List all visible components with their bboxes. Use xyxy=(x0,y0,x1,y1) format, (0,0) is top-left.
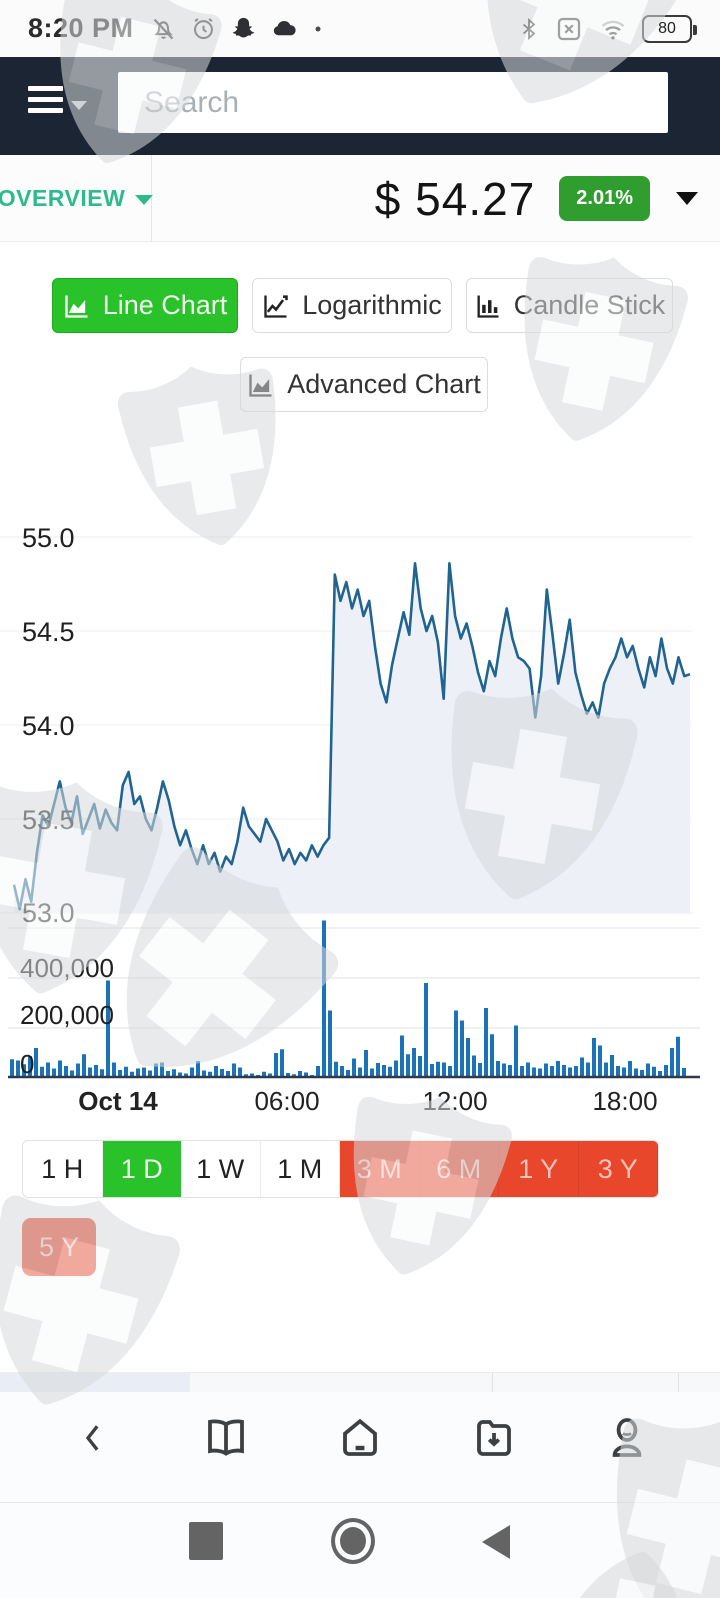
profile-icon xyxy=(612,1418,642,1457)
back-chevron-icon xyxy=(85,1425,99,1451)
range-button-6m[interactable]: 6 M xyxy=(419,1141,499,1197)
home-icon xyxy=(343,1418,377,1456)
volume-tick: 0 xyxy=(20,1049,35,1079)
snapchat-icon xyxy=(230,15,257,42)
advanced-chart-button[interactable]: Advanced Chart xyxy=(240,357,488,412)
status-bar: 8:20 PM xyxy=(0,0,720,57)
download-folder-icon xyxy=(476,1420,511,1456)
price-tick: 55.0 xyxy=(22,523,75,553)
overview-dropdown[interactable]: OVERVIEW xyxy=(0,155,154,242)
range-button-3m[interactable]: 3 M xyxy=(340,1141,420,1197)
price-tick: 54.5 xyxy=(22,617,75,647)
range-button-1d[interactable]: 1 D xyxy=(102,1141,181,1197)
line-chart-label: Line Chart xyxy=(102,290,228,320)
volume-bar-chart[interactable] xyxy=(0,918,720,1080)
logarithmic-label: Logarithmic xyxy=(302,290,442,320)
overview-row: OVERVIEW $ 54.27 2.01% xyxy=(0,155,720,242)
divider xyxy=(0,1502,720,1503)
range-button-group: 1 H 1 D 1 W 1 M 3 M 6 M 1 Y 3 Y xyxy=(22,1140,659,1198)
line-chart-button[interactable]: Line Chart xyxy=(52,278,238,333)
recents-square-icon[interactable] xyxy=(189,1522,223,1560)
x-axis-tick: 12:00 xyxy=(422,1086,488,1116)
watermark-shield-plus-icon xyxy=(480,229,708,474)
profile-button[interactable] xyxy=(597,1408,657,1468)
x-axis-tick: 18:00 xyxy=(592,1086,658,1116)
hamburger-menu-icon[interactable] xyxy=(28,86,88,126)
battery-icon: 80 xyxy=(642,14,697,43)
bell-muted-icon xyxy=(150,15,177,42)
price-tick: 54.0 xyxy=(22,711,75,741)
x-axis-tick-date: Oct 14 xyxy=(78,1086,158,1116)
home-button[interactable] xyxy=(330,1408,390,1468)
alarm-clock-icon xyxy=(190,15,217,42)
bluetooth-icon xyxy=(517,15,541,43)
back-triangle-icon[interactable] xyxy=(482,1525,510,1559)
range-button-1h[interactable]: 1 H xyxy=(23,1141,103,1197)
page-bottom-strip xyxy=(0,1372,720,1393)
area-chart-icon xyxy=(249,374,272,397)
volume-tick: 200,000 xyxy=(20,1000,114,1030)
menu-caret-icon xyxy=(71,101,87,110)
price-line-chart[interactable] xyxy=(0,450,720,918)
dot-icon xyxy=(313,24,323,34)
price-caret-icon[interactable] xyxy=(676,192,698,205)
battery-level-text: 80 xyxy=(658,19,676,37)
logarithmic-button[interactable]: Logarithmic xyxy=(252,278,452,333)
volume-tick: 400,000 xyxy=(20,953,114,983)
wifi-icon xyxy=(597,15,629,43)
book-icon xyxy=(208,1419,245,1456)
change-badge: 2.01% xyxy=(559,176,650,221)
range-button-1y[interactable]: 1 Y xyxy=(499,1141,579,1197)
cloud-icon xyxy=(270,15,300,42)
trend-line-icon xyxy=(264,294,289,318)
column-chart-icon xyxy=(477,295,499,318)
android-nav-bar xyxy=(0,1503,720,1598)
price-tick: 53.5 xyxy=(22,805,75,835)
range-button-5y[interactable]: 5 Y xyxy=(22,1218,96,1276)
search-input[interactable] xyxy=(118,72,668,133)
app-bar xyxy=(0,57,720,155)
candle-stick-button[interactable]: Candle Stick xyxy=(466,278,673,333)
advanced-chart-label: Advanced Chart xyxy=(287,369,481,399)
range-button-1m[interactable]: 1 M xyxy=(261,1141,340,1197)
x-axis-tick: 06:00 xyxy=(254,1086,320,1116)
sim-missing-icon xyxy=(554,14,584,44)
back-button[interactable] xyxy=(63,1408,123,1468)
range-button-1w[interactable]: 1 W xyxy=(181,1141,261,1197)
clock-text: 8:20 PM xyxy=(28,13,134,43)
reading-list-button[interactable] xyxy=(196,1408,256,1468)
area-chart-icon xyxy=(65,295,88,318)
overview-label: OVERVIEW xyxy=(0,185,126,211)
range-button-3y[interactable]: 3 Y xyxy=(578,1141,658,1197)
browser-nav-bar xyxy=(0,1392,720,1484)
downloads-button[interactable] xyxy=(464,1408,524,1468)
candle-stick-label: Candle Stick xyxy=(513,290,666,320)
home-circle-icon[interactable] xyxy=(331,1518,375,1564)
chevron-down-icon xyxy=(135,195,154,205)
price-value: $ 54.27 xyxy=(374,172,536,225)
